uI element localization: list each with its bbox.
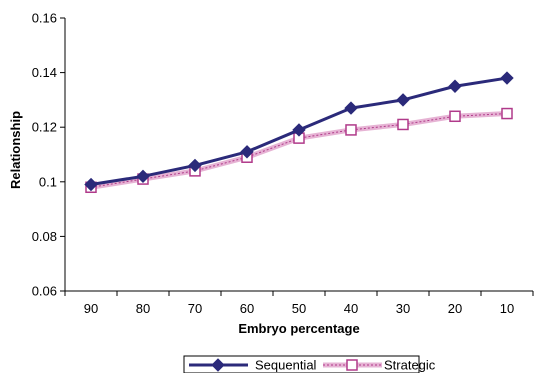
plot-series — [84, 71, 514, 194]
data-point-sequential — [188, 158, 202, 173]
legend-label-sequential: Sequential — [255, 358, 317, 373]
legend-marker-strategic — [346, 359, 358, 371]
series-strategic — [85, 107, 513, 194]
x-tick-label: 20 — [448, 301, 462, 316]
data-point-strategic — [449, 110, 461, 123]
y-tick-label: 0.16 — [32, 11, 57, 26]
data-point-sequential — [344, 101, 358, 115]
y-tick-label: 0.06 — [32, 284, 57, 299]
x-tick-label: 40 — [344, 301, 358, 316]
x-tick-label: 60 — [240, 301, 254, 316]
data-point-sequential — [84, 177, 98, 192]
x-tick-label: 90 — [84, 301, 98, 316]
x-tick-label: 30 — [396, 301, 410, 316]
series-sequential — [84, 71, 514, 192]
data-point-sequential — [448, 79, 462, 93]
x-tick-label: 50 — [292, 301, 306, 316]
legend: Sequential Strategic — [183, 355, 436, 373]
data-point-strategic — [345, 124, 357, 136]
y-tick-label: 0.12 — [32, 120, 57, 135]
x-tick-label: 70 — [188, 301, 202, 316]
legend-marker-sequential — [211, 358, 225, 372]
data-point-sequential — [136, 169, 150, 184]
legend-box — [183, 355, 420, 373]
y-tick-label: 0.1 — [39, 174, 57, 189]
data-point-sequential — [292, 123, 306, 137]
data-point-sequential — [500, 71, 514, 85]
x-tick-label: 10 — [500, 301, 514, 316]
x-axis: 90 80 70 60 50 40 30 20 10 — [64, 290, 534, 316]
y-tick-label: 0.14 — [32, 65, 57, 80]
y-axis-title: Relationship — [8, 111, 23, 189]
y-axis: 0.06 0.08 0.1 0.12 0.14 0.16 — [32, 11, 66, 299]
data-point-sequential — [396, 93, 410, 107]
data-point-strategic — [397, 118, 409, 131]
x-axis-title: Embryo percentage — [238, 321, 359, 336]
x-tick-label: 80 — [136, 301, 150, 316]
legend-label-strategic: Strategic — [384, 358, 436, 373]
data-point-sequential — [240, 145, 254, 159]
y-tick-label: 0.08 — [32, 229, 57, 244]
data-point-strategic — [501, 107, 513, 120]
